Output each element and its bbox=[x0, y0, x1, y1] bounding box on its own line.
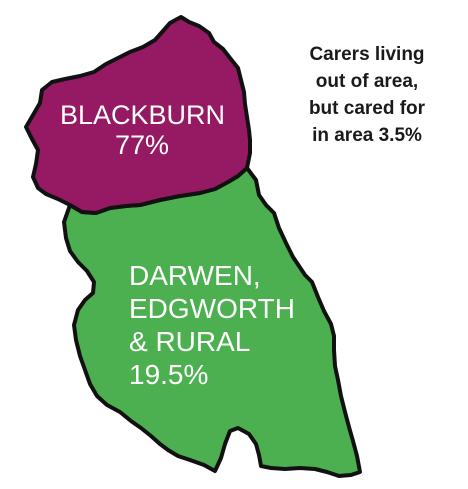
darwen-name-line-1: DARWEN, bbox=[129, 260, 261, 291]
blackburn-name: BLACKBURN bbox=[60, 100, 226, 130]
note-line-1: Carers living bbox=[309, 44, 425, 65]
note-line-4: in area 3.5% bbox=[312, 124, 422, 146]
blackburn-label: BLACKBURN 77% bbox=[60, 100, 260, 160]
carers-out-of-area-note: Carers living out of area, but cared for… bbox=[296, 42, 438, 150]
blackburn-share: 77% bbox=[115, 130, 170, 161]
note-line-3: but cared for bbox=[308, 97, 426, 119]
blackburn-region[interactable] bbox=[24, 15, 252, 215]
darwen-name-line-2: EDGWORTH bbox=[129, 293, 295, 325]
darwen-edgworth-rural-region[interactable] bbox=[62, 166, 362, 478]
darwen-share: 19.5% bbox=[129, 359, 209, 391]
darwen-name-line-3: & RURAL bbox=[129, 326, 251, 358]
darwen-edgworth-rural-label: DARWEN, EDGWORTH & RURAL 19.5% bbox=[129, 259, 349, 391]
note-line-2: out of area, bbox=[315, 70, 419, 92]
